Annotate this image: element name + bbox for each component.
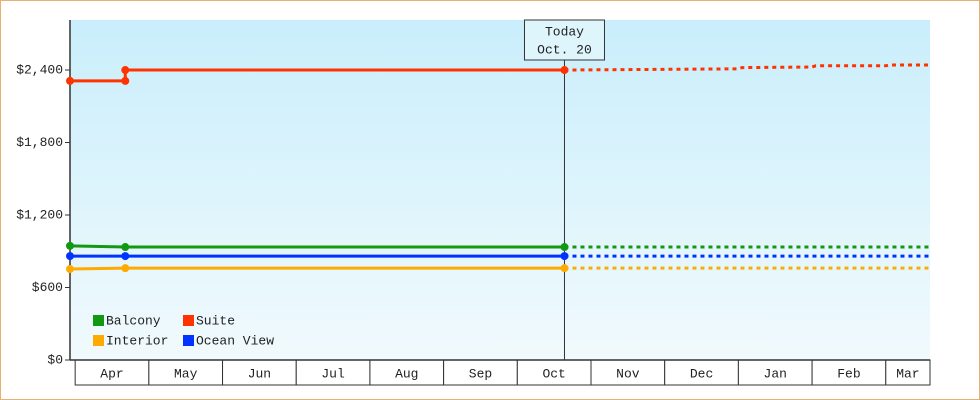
- legend-label: Interior: [106, 333, 168, 348]
- legend-label: Suite: [196, 313, 235, 328]
- legend-swatch: [93, 315, 104, 326]
- point: [121, 66, 130, 75]
- legend-swatch: [93, 335, 104, 346]
- point: [121, 76, 130, 85]
- point: [66, 76, 74, 85]
- point: [560, 264, 569, 273]
- legend-swatch: [183, 335, 194, 346]
- point: [560, 66, 569, 75]
- plot-area: [70, 20, 930, 360]
- x-tick-label: Sep: [469, 366, 492, 381]
- x-tick-label: Nov: [616, 366, 640, 381]
- x-tick-label: Dec: [690, 366, 713, 381]
- today-label: Oct. 20: [537, 42, 592, 57]
- point: [560, 243, 569, 252]
- y-tick-label: $600: [32, 280, 63, 295]
- x-tick-label: May: [174, 366, 198, 381]
- x-tick-label: Feb: [837, 366, 860, 381]
- x-tick-label: Apr: [100, 366, 123, 381]
- x-category-box: [590, 359, 666, 386]
- x-category-box: [737, 359, 813, 386]
- point: [121, 264, 130, 273]
- y-tick-label: $0: [47, 352, 63, 367]
- series-line: [70, 68, 565, 83]
- today-box: [523, 19, 605, 61]
- series-line: [69, 244, 565, 249]
- x-category-box: [885, 359, 931, 386]
- x-tick-label: Jan: [764, 366, 787, 381]
- x-category-box: [811, 359, 887, 386]
- x-tick-label: Jun: [248, 366, 271, 381]
- legend-label: Ocean View: [196, 333, 274, 348]
- y-tick-label: $1,800: [16, 135, 63, 150]
- series-line: [69, 266, 565, 271]
- x-tick-label: Jul: [321, 366, 345, 381]
- point: [66, 241, 74, 250]
- legend-swatch: [183, 315, 194, 326]
- x-category-box: [74, 359, 150, 386]
- today-label: Today: [545, 24, 584, 39]
- x-tick-label: Aug: [395, 366, 418, 381]
- x-tick-label: Mar: [896, 366, 919, 381]
- point: [121, 243, 130, 252]
- forecast-line: [564, 63, 930, 72]
- y-tick-label: $2,400: [16, 62, 63, 77]
- point: [121, 252, 130, 261]
- x-category-box: [516, 359, 592, 386]
- y-tick-label: $1,200: [16, 207, 63, 222]
- point: [560, 252, 569, 261]
- point: [66, 252, 74, 261]
- point: [66, 265, 74, 274]
- x-tick-label: Oct: [542, 366, 565, 381]
- legend-label: Balcony: [106, 313, 161, 328]
